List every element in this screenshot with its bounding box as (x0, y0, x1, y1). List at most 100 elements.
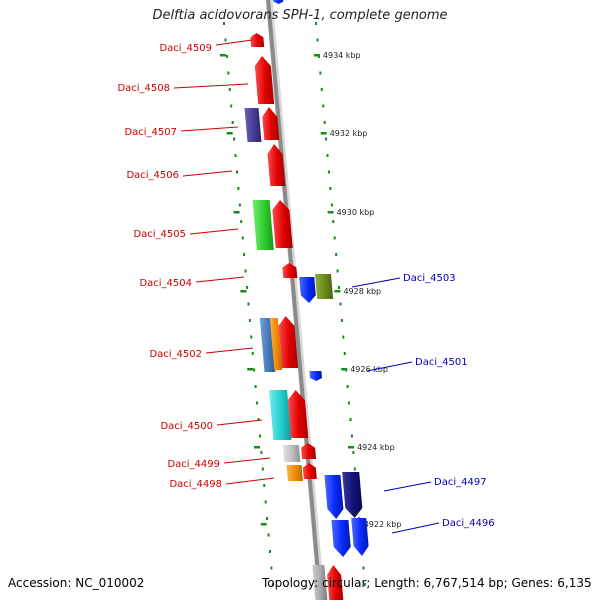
reverse-gene-label: Daci_4501 (415, 357, 468, 368)
outer-tick-mark (339, 302, 342, 306)
inner-tick-mark (247, 302, 250, 306)
forward-gene-label: Daci_4508 (117, 83, 170, 94)
inner-tick-mark (231, 121, 234, 124)
inner-tick-mark (251, 352, 254, 355)
reverse-label-leader (391, 522, 440, 534)
inner-tick-mark (267, 533, 270, 537)
outer-tick-mark (319, 71, 322, 75)
forward-gene (302, 463, 317, 479)
inner-tick-mark (225, 55, 228, 58)
forward-gene-label: Daci_4500 (160, 421, 213, 432)
accession-text: Accession: NC_010002 (8, 576, 145, 590)
outer-major-tick (320, 132, 327, 135)
reverse-gene-label: Daci_4497 (434, 477, 487, 488)
inner-major-tick (233, 211, 240, 214)
outer-tick-mark (316, 38, 319, 42)
outer-tick-mark (342, 335, 345, 339)
reverse-gene (314, 274, 334, 299)
inner-tick-mark (250, 335, 253, 339)
reverse-gene (309, 371, 323, 381)
forward-label-leader (189, 228, 239, 235)
forward-gene-label: Daci_4507 (124, 127, 177, 138)
outer-tick-mark (315, 22, 318, 25)
inner-tick-mark (234, 154, 237, 157)
inner-tick-mark (244, 269, 247, 273)
outer-major-tick (327, 211, 334, 214)
reverse-label-leader (366, 361, 413, 372)
scale-label: 4930 kbp (337, 208, 375, 217)
scale-label: 4932 kbp (330, 129, 368, 138)
outer-tick-mark (325, 137, 328, 141)
inner-tick-mark (238, 203, 241, 207)
outer-tick-mark (322, 104, 325, 108)
forward-gene-label: Daci_4504 (139, 278, 192, 289)
inner-tick-mark (253, 368, 256, 372)
forward-label-leader (223, 457, 271, 464)
outer-tick-mark (323, 121, 326, 124)
inner-major-tick (260, 523, 267, 526)
inner-tick-mark (228, 88, 231, 91)
inner-major-tick (247, 368, 254, 371)
inner-tick-mark (258, 434, 261, 438)
inner-tick-mark (241, 236, 244, 240)
outer-tick-mark (330, 203, 333, 207)
outer-tick-mark (340, 319, 343, 322)
reverse-gene (351, 518, 369, 556)
inner-tick-mark (246, 286, 249, 289)
outer-major-tick (341, 368, 348, 371)
reverse-gene (331, 520, 351, 557)
forward-gene (272, 200, 293, 248)
reverse-label-leader (351, 277, 401, 288)
outer-tick-mark (333, 236, 336, 240)
outer-major-tick (334, 290, 341, 293)
forward-label-leader (225, 477, 275, 485)
reverse-gene (299, 277, 316, 303)
outer-major-tick (348, 446, 355, 449)
forward-gene-label: Daci_4498 (169, 479, 222, 490)
inner-tick-mark (257, 418, 260, 421)
forward-gene (252, 200, 274, 250)
inner-tick-mark (235, 170, 238, 174)
inner-tick-mark (240, 220, 243, 223)
forward-gene (301, 443, 317, 459)
inner-tick-mark (248, 319, 251, 322)
scale-label: 4924 kbp (357, 443, 395, 452)
inner-tick-mark (224, 38, 227, 42)
outer-tick-mark (348, 401, 351, 405)
outer-tick-mark (349, 418, 352, 421)
inner-tick-mark (243, 253, 246, 256)
inner-tick-mark (261, 467, 264, 471)
reverse-gene (342, 472, 363, 518)
backbone-line (266, 0, 323, 601)
outer-tick-mark (362, 566, 365, 570)
scale-label: 4922 kbp (364, 520, 402, 529)
outer-tick-mark (350, 434, 353, 438)
reverse-gene-label: Daci_4503 (403, 273, 456, 284)
forward-gene (269, 318, 283, 370)
inner-major-tick (254, 446, 261, 449)
outer-tick-mark (343, 352, 346, 355)
forward-gene-label: Daci_4506 (126, 170, 179, 181)
forward-gene (254, 56, 275, 104)
forward-gene (278, 316, 299, 368)
map-title: Delftia acidovorans SPH-1, complete geno… (152, 8, 448, 23)
reverse-gene (273, 0, 284, 4)
forward-label-leader (182, 170, 233, 177)
forward-label-leader (180, 126, 239, 132)
forward-label-leader (216, 419, 263, 426)
forward-gene (312, 565, 328, 600)
outer-tick-mark (336, 269, 339, 273)
forward-gene-label: Daci_4502 (149, 349, 202, 360)
outer-tick-mark (332, 220, 335, 223)
outer-major-tick (313, 54, 320, 57)
outer-tick-mark (326, 154, 329, 157)
inner-tick-mark (237, 187, 240, 190)
inner-major-tick (219, 54, 226, 57)
forward-label-leader (215, 39, 253, 46)
forward-gene (267, 144, 286, 186)
forward-gene (286, 465, 303, 481)
forward-gene (269, 390, 292, 440)
inner-tick-mark (271, 583, 274, 586)
inner-tick-mark (256, 401, 259, 405)
